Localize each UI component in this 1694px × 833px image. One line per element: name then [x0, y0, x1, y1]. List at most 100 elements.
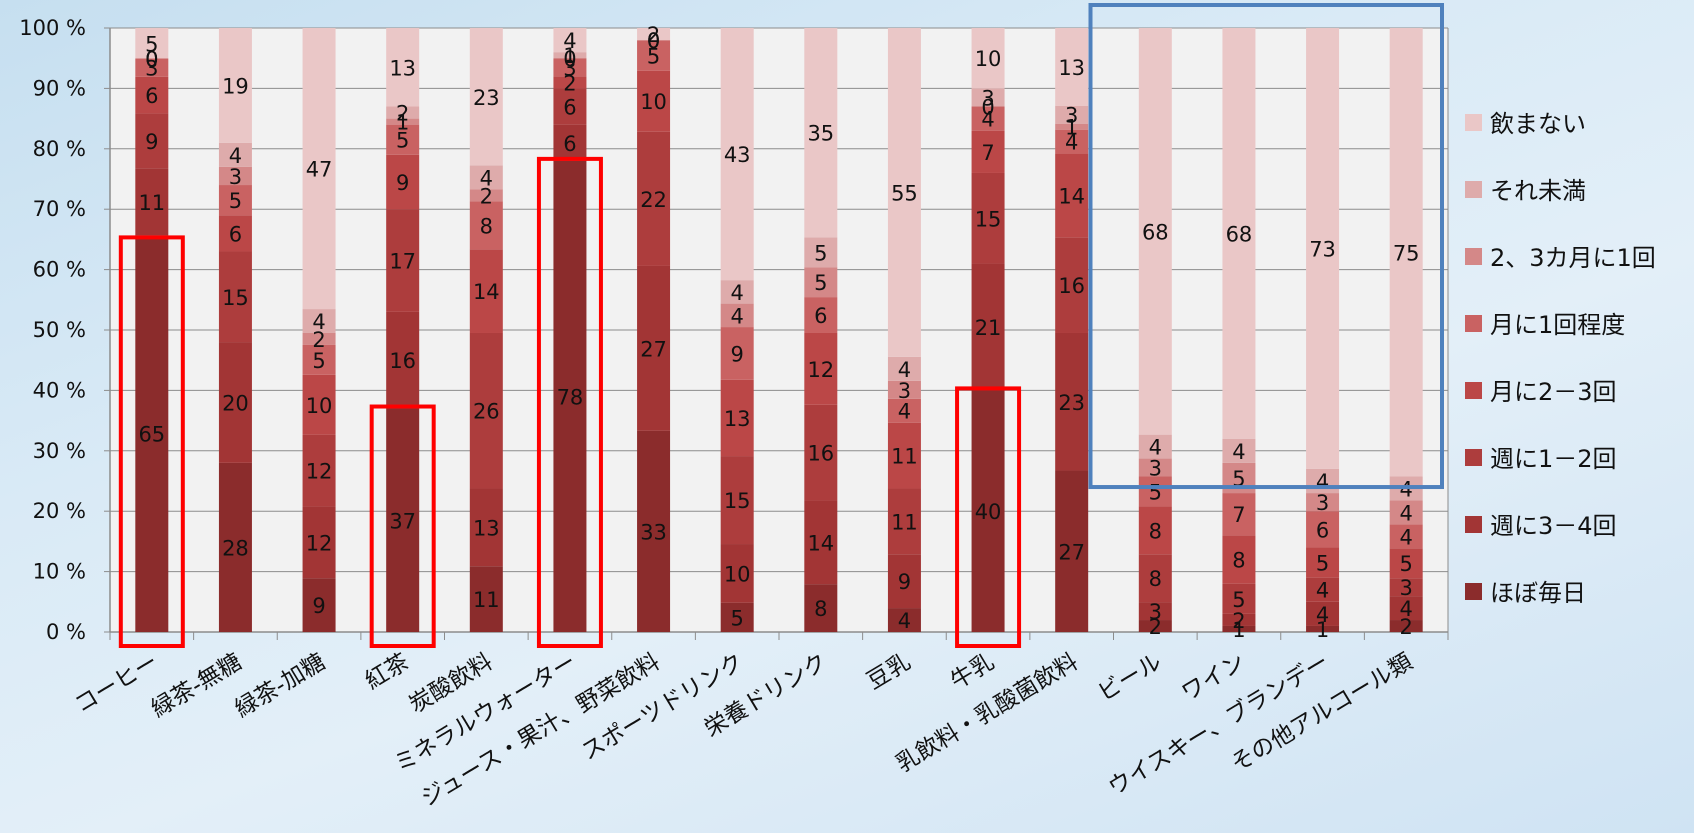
data-label: 5: [814, 241, 827, 265]
bar-segment: [804, 332, 838, 405]
data-label: 3: [898, 379, 911, 403]
bar-segment: [804, 297, 838, 333]
highlight-box: [1088, 3, 1444, 490]
data-label: 6: [563, 96, 576, 120]
bar-segment: [1055, 332, 1089, 471]
data-label: 7: [1232, 503, 1245, 527]
data-label: 9: [145, 130, 158, 154]
data-label: 37: [389, 509, 416, 533]
bar-segment: [971, 390, 1005, 632]
data-label: 1: [1232, 618, 1245, 642]
data-label: 11: [891, 445, 918, 469]
bar-segment: [971, 130, 1005, 173]
data-label: 5: [1400, 552, 1413, 576]
bar-segment: [720, 379, 754, 457]
legend-swatch: [1465, 583, 1482, 600]
data-label: 2: [312, 328, 325, 352]
data-label: 73: [1309, 237, 1336, 261]
data-label: 27: [640, 337, 667, 361]
bar-segment: [218, 215, 252, 252]
y-tick-label: 40 %: [33, 378, 86, 402]
legend-swatch: [1465, 248, 1482, 265]
highlight-box: [118, 235, 185, 648]
data-label: 10: [724, 562, 751, 586]
bar-segment: [553, 28, 587, 53]
y-tick-label: 30 %: [33, 439, 86, 463]
bar-segment: [1389, 28, 1423, 477]
data-label: 28: [222, 536, 249, 560]
bar-segment: [1389, 524, 1423, 549]
y-tick-label: 90 %: [33, 76, 86, 100]
bar-segment: [1306, 547, 1340, 578]
data-label: 4: [731, 281, 744, 305]
bar-segment: [887, 380, 921, 399]
legend-label: 週に3－4回: [1490, 512, 1617, 540]
bar-segment: [1055, 237, 1089, 333]
bar-segment: [1306, 468, 1340, 494]
legend-label: 飲まない: [1490, 110, 1586, 138]
bar-segment: [302, 374, 336, 435]
data-label: 12: [306, 460, 333, 484]
data-label: 17: [389, 250, 416, 274]
data-label: 3: [1400, 576, 1413, 600]
bar-segment: [1055, 153, 1089, 238]
bar-segment: [1138, 458, 1172, 477]
highlight-box: [955, 386, 1022, 648]
data-label: 3: [1065, 104, 1078, 128]
legend-swatch: [1465, 315, 1482, 332]
bar-segment: [1138, 554, 1172, 603]
bar-segment: [971, 28, 1005, 89]
data-label: 14: [473, 280, 500, 304]
bar-segment: [469, 332, 503, 489]
legend-swatch: [1465, 114, 1482, 131]
data-label: 4: [1232, 440, 1245, 464]
bar-segment: [469, 28, 503, 166]
bar-segment: [804, 404, 838, 501]
legend-swatch: [1465, 382, 1482, 399]
bar-segment: [469, 566, 503, 632]
data-label: 4: [898, 358, 911, 382]
data-label: 6: [229, 222, 242, 246]
data-label: 4: [312, 310, 325, 334]
data-label: 22: [640, 188, 667, 212]
data-label: 43: [724, 143, 751, 167]
bar-segment: [637, 131, 671, 266]
bar-segment: [386, 311, 420, 409]
data-label: 15: [975, 207, 1002, 231]
y-tick-label: 0 %: [46, 620, 86, 644]
data-label: 9: [898, 570, 911, 594]
y-tick-label: 80 %: [33, 137, 86, 161]
bar-segment: [720, 327, 754, 380]
bar-segment: [804, 28, 838, 238]
data-label: 15: [724, 489, 751, 513]
bar-segment: [218, 185, 252, 216]
data-label: 4: [1400, 525, 1413, 549]
bar-segment: [1389, 500, 1423, 525]
data-label: 15: [222, 286, 249, 310]
bar-segment: [1389, 620, 1423, 632]
bar-segment: [469, 201, 503, 250]
bar-segment: [302, 578, 336, 632]
data-label: 0: [563, 47, 576, 71]
data-label: 5: [1316, 552, 1329, 576]
data-label: 5: [1149, 480, 1162, 504]
data-label: 3: [1316, 491, 1329, 515]
bar-segment: [887, 488, 921, 555]
bar-segment: [971, 106, 1005, 131]
data-label: 3: [229, 165, 242, 189]
bar-segment: [386, 124, 420, 155]
category-label: 豆乳: [863, 649, 916, 695]
data-label: 6: [563, 132, 576, 156]
data-label: 26: [473, 400, 500, 424]
data-label: 3: [1149, 600, 1162, 624]
data-label: 5: [396, 129, 409, 153]
bar-segment: [1222, 28, 1256, 439]
bar-segment: [386, 209, 420, 312]
data-label: 5: [1232, 467, 1245, 491]
data-label: 2: [480, 184, 493, 208]
data-label: 2: [1149, 615, 1162, 639]
data-label: 5: [145, 32, 158, 56]
data-label: 4: [1400, 501, 1413, 525]
bar-segment: [302, 332, 336, 345]
